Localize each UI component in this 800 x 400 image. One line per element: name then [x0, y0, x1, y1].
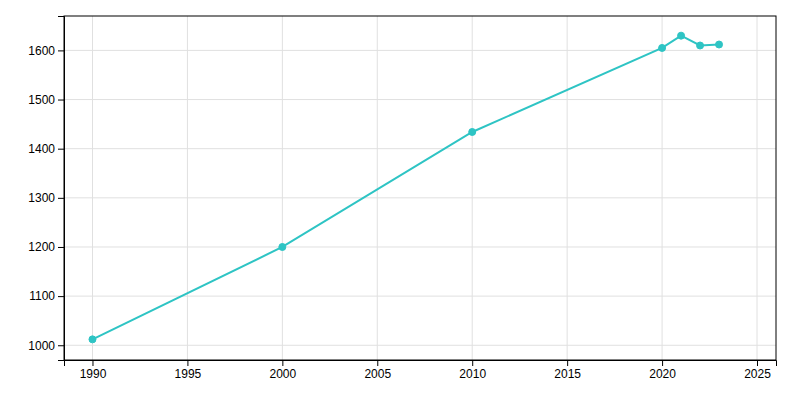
tick-label: 1500: [28, 93, 55, 107]
tick: 1000: [28, 339, 64, 353]
grid-line: [662, 16, 663, 360]
tick-mark: [58, 100, 64, 101]
axis-line: [58, 17, 65, 361]
tick-label: 1990: [80, 367, 107, 381]
tick-mark: [92, 360, 93, 366]
point: [697, 42, 704, 49]
tick-label: 2010: [459, 367, 486, 381]
grid-line: [64, 296, 776, 297]
tick: 1995: [175, 360, 202, 381]
tick-label: 1400: [28, 142, 55, 156]
tick-label: 2005: [364, 367, 391, 381]
tick-mark: [58, 247, 64, 248]
tick: 2025: [744, 360, 771, 381]
tick-label: 1300: [28, 191, 55, 205]
tick-mark: [58, 50, 64, 51]
tick: 1100: [29, 289, 64, 303]
grid-line: [187, 16, 188, 360]
point: [89, 336, 96, 343]
grid-line: [567, 16, 568, 360]
grid-line: [64, 246, 776, 247]
data-marks: [89, 32, 723, 343]
grid-line: [64, 99, 776, 100]
axis-line: [65, 361, 777, 367]
tick-label: 2025: [744, 367, 771, 381]
grid-line: [757, 16, 758, 360]
tick: 2005: [364, 360, 391, 381]
grid-line: [64, 148, 776, 149]
tick: 1200: [28, 240, 64, 254]
plot-frame: [64, 16, 776, 360]
tick-mark: [58, 345, 64, 346]
grid-line: [377, 16, 378, 360]
tick-mark: [58, 198, 64, 199]
tick: 2000: [269, 360, 296, 381]
point: [659, 44, 666, 51]
tick-mark: [58, 296, 64, 297]
tick: 2010: [459, 360, 486, 381]
x-axis: 1990 1995 2000 2005 2010 2015 2020 2025: [65, 360, 777, 381]
tick: 1990: [80, 360, 107, 381]
line: [92, 36, 719, 340]
point: [678, 32, 685, 39]
grid-line: [64, 197, 776, 198]
grid-line: [92, 16, 93, 360]
tick-label: 1000: [28, 339, 55, 353]
tick-label: 1200: [28, 240, 55, 254]
grid: [64, 16, 776, 360]
tick: 2020: [649, 360, 676, 381]
grid-line: [64, 50, 776, 51]
chart: 1990 1995 2000 2005 2010 2015 2020 2025 1000 1100…: [0, 0, 800, 400]
point: [469, 128, 476, 135]
tick-label: 2020: [649, 367, 676, 381]
grid-line: [472, 16, 473, 360]
tick-mark: [187, 360, 188, 366]
tick: 1600: [28, 44, 64, 58]
tick-label: 1100: [29, 289, 55, 303]
tick: 1300: [28, 191, 64, 205]
grid-line: [282, 16, 283, 360]
y-axis: 1000 1100 1200 1300 1400 1500 1600: [28, 17, 64, 361]
tick-mark: [472, 360, 473, 366]
plot: 1990 1995 2000 2005 2010 2015 2020 2025 1000 1100…: [28, 16, 776, 381]
tick: 1400: [28, 142, 64, 156]
tick-mark: [282, 360, 283, 366]
tick: 2015: [554, 360, 581, 381]
grid-line: [64, 345, 776, 346]
tick-label: 2015: [554, 367, 581, 381]
tick: 1500: [28, 93, 64, 107]
point: [279, 243, 286, 250]
tick-label: 2000: [269, 367, 296, 381]
tick-label: 1995: [175, 367, 202, 381]
tick-mark: [58, 149, 64, 150]
tick-mark: [567, 360, 568, 366]
tick-mark: [757, 360, 758, 366]
tick-label: 1600: [28, 44, 55, 58]
tick-mark: [377, 360, 378, 366]
tick-mark: [662, 360, 663, 366]
point: [716, 41, 723, 48]
